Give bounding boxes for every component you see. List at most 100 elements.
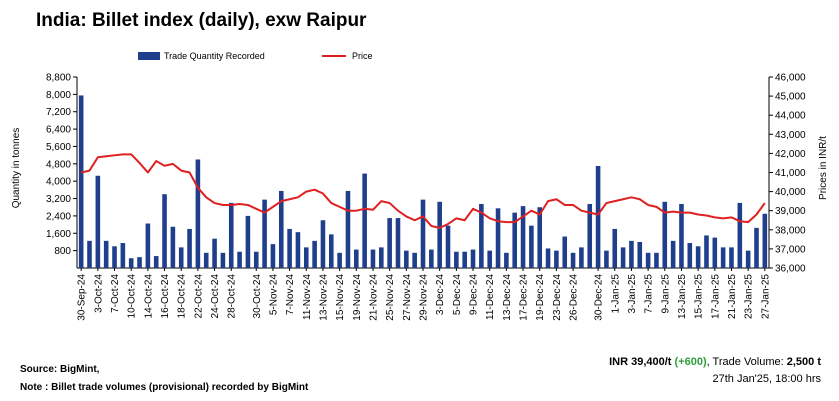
x-tick-label: 1-Jan-25: [610, 274, 621, 314]
x-tick-label: 9-Dec-24: [469, 274, 480, 316]
bar: [87, 240, 92, 268]
y2-tick-label: 37,000: [775, 244, 806, 255]
x-tick-label: 30-Oct-24: [252, 274, 263, 319]
bar: [754, 227, 759, 268]
bar: [587, 203, 593, 268]
bar: [337, 252, 342, 268]
bar: [345, 190, 351, 268]
y-tick-label: 5,600: [46, 142, 71, 153]
bar: [562, 236, 568, 268]
bar: [762, 213, 768, 268]
bar: [479, 203, 484, 268]
bar: [570, 252, 576, 268]
y2-tick-label: 39,000: [775, 206, 806, 217]
y-tick-label: 7,200: [46, 107, 71, 118]
bar: [262, 199, 267, 268]
x-tick-label: 7-Nov-24: [285, 274, 296, 316]
x-tick-label: 14-Oct-24: [143, 274, 154, 319]
x-tick-label: 3-Dec-24: [435, 274, 446, 316]
bar: [537, 207, 543, 268]
bar: [95, 175, 101, 268]
bar: [387, 218, 392, 268]
y-tick-label: 6,400: [46, 125, 71, 136]
x-tick-label: 30-Dec-24: [594, 274, 605, 321]
bar: [520, 206, 526, 268]
bar: [545, 248, 551, 268]
bar: [529, 225, 534, 268]
bar: [495, 208, 501, 268]
bar: [454, 251, 459, 268]
y2-tick-label: 45,000: [775, 92, 806, 103]
bar: [228, 202, 234, 268]
x-tick-label: 29-Nov-24: [419, 274, 430, 321]
x-tick-label: 28-Oct-24: [227, 274, 238, 319]
bar: [470, 249, 476, 268]
bar: [654, 252, 659, 268]
bar: [379, 247, 384, 268]
y2-tick-label: 38,000: [775, 225, 806, 236]
bar: [354, 249, 359, 268]
bars-series: [78, 95, 768, 269]
bar: [745, 250, 751, 268]
x-tick-label: 18-Oct-24: [177, 274, 188, 319]
bar: [445, 225, 451, 268]
bar: [270, 244, 276, 268]
legend-label-bar: Trade Quantity Recorded: [164, 51, 265, 61]
bar: [278, 190, 284, 268]
bar: [145, 223, 151, 268]
bar: [303, 247, 309, 268]
bar: [187, 228, 192, 268]
bar: [429, 249, 434, 268]
y-tick-label: 800: [54, 246, 71, 257]
y-tick-label: 4,000: [46, 177, 71, 188]
bar: [687, 243, 693, 268]
x-tick-label: 21-Nov-24: [368, 274, 379, 321]
bar: [712, 237, 718, 268]
x-tick-label: 5-Nov-24: [268, 274, 279, 316]
bar: [579, 247, 584, 268]
bar: [370, 249, 376, 268]
volume-label: , Trade Volume:: [706, 356, 787, 368]
y2-tick-label: 46,000: [775, 73, 806, 84]
bar: [220, 252, 226, 268]
price-change: (+600): [674, 356, 707, 368]
x-tick-label: 5-Dec-24: [452, 274, 463, 316]
bar: [737, 202, 743, 268]
bar: [120, 243, 126, 268]
x-tick-label: 17-Jan-25: [710, 274, 721, 319]
x-tick-label: 3-Jan-25: [627, 274, 638, 314]
y2-axis-title: Prices in INR/t: [818, 136, 829, 200]
bar: [437, 201, 442, 268]
x-tick-label: 3-Oct-24: [93, 274, 104, 313]
x-tick-label: 23-Dec-24: [552, 274, 563, 321]
bar: [629, 240, 634, 268]
x-tick-label: 11-Dec-24: [485, 274, 496, 320]
x-tick-label: 7-Jan-25: [644, 274, 655, 314]
bar: [328, 234, 334, 268]
bar: [554, 250, 559, 268]
y-tick-label: 8,000: [46, 90, 71, 101]
y-tick-label: 1,600: [46, 229, 71, 240]
summary-line: INR 39,400/t (+600), Trade Volume: 2,500…: [609, 356, 821, 368]
bar: [720, 247, 726, 268]
bar: [203, 252, 209, 268]
x-tick-label: 27-Jan-25: [760, 274, 771, 319]
bar: [312, 240, 317, 268]
x-tick-label: 16-Oct-24: [160, 274, 171, 319]
x-tick-label: 9-Jan-25: [660, 274, 671, 314]
bar: [195, 159, 201, 268]
y2-tick-label: 43,000: [775, 130, 806, 141]
billet-chart: Trade Quantity Recorded Price 800 1,600 2,…: [11, 51, 829, 321]
bar: [78, 95, 84, 269]
bar: [462, 251, 467, 268]
bar: [504, 252, 509, 268]
bar: [245, 215, 251, 268]
source-text: Source: BigMint,: [20, 364, 100, 375]
bar: [670, 240, 676, 268]
bar: [420, 199, 426, 268]
bar: [695, 246, 701, 268]
legend-label-line: Price: [352, 51, 373, 61]
bar: [637, 241, 643, 268]
bar: [620, 247, 626, 268]
bar: [604, 250, 609, 268]
